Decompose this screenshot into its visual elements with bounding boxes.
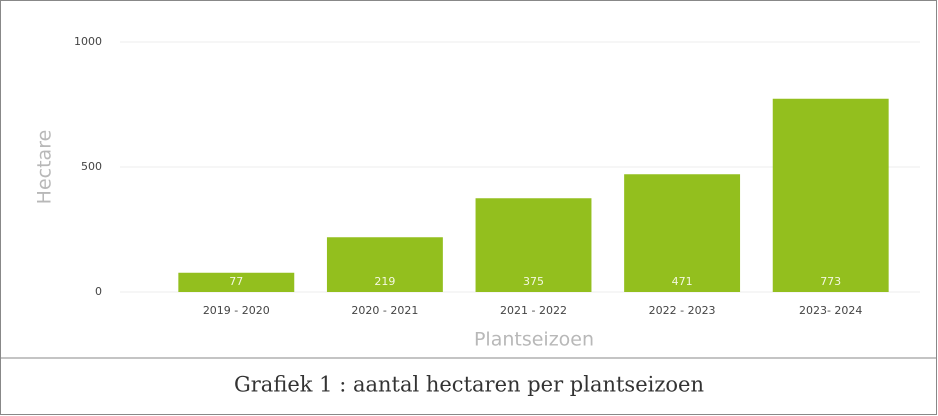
value-label: 471	[672, 275, 693, 288]
value-label: 375	[523, 275, 544, 288]
y-tick-label: 0	[95, 285, 102, 298]
bar	[326, 237, 443, 292]
x-tick-label: 2020 - 2021	[351, 304, 418, 317]
y-axis-title: Hectare	[34, 130, 56, 205]
y-tick-label: 1000	[74, 35, 102, 48]
caption: Grafiek 1 : aantal hectaren per plantsei…	[234, 373, 704, 397]
value-label: 219	[374, 275, 395, 288]
value-label: 77	[229, 275, 243, 288]
bar	[475, 198, 592, 292]
x-tick-label: 2019 - 2020	[203, 304, 270, 317]
x-tick-label: 2021 - 2022	[500, 304, 567, 317]
y-tick-label: 500	[81, 160, 102, 173]
value-label: 773	[820, 275, 841, 288]
x-tick-label: 2022 - 2023	[649, 304, 716, 317]
x-axis-title: Plantseizoen	[474, 329, 594, 351]
x-tick-label: 2023- 2024	[799, 304, 862, 317]
bar	[178, 272, 295, 292]
bar	[772, 98, 889, 292]
bar	[624, 174, 741, 292]
